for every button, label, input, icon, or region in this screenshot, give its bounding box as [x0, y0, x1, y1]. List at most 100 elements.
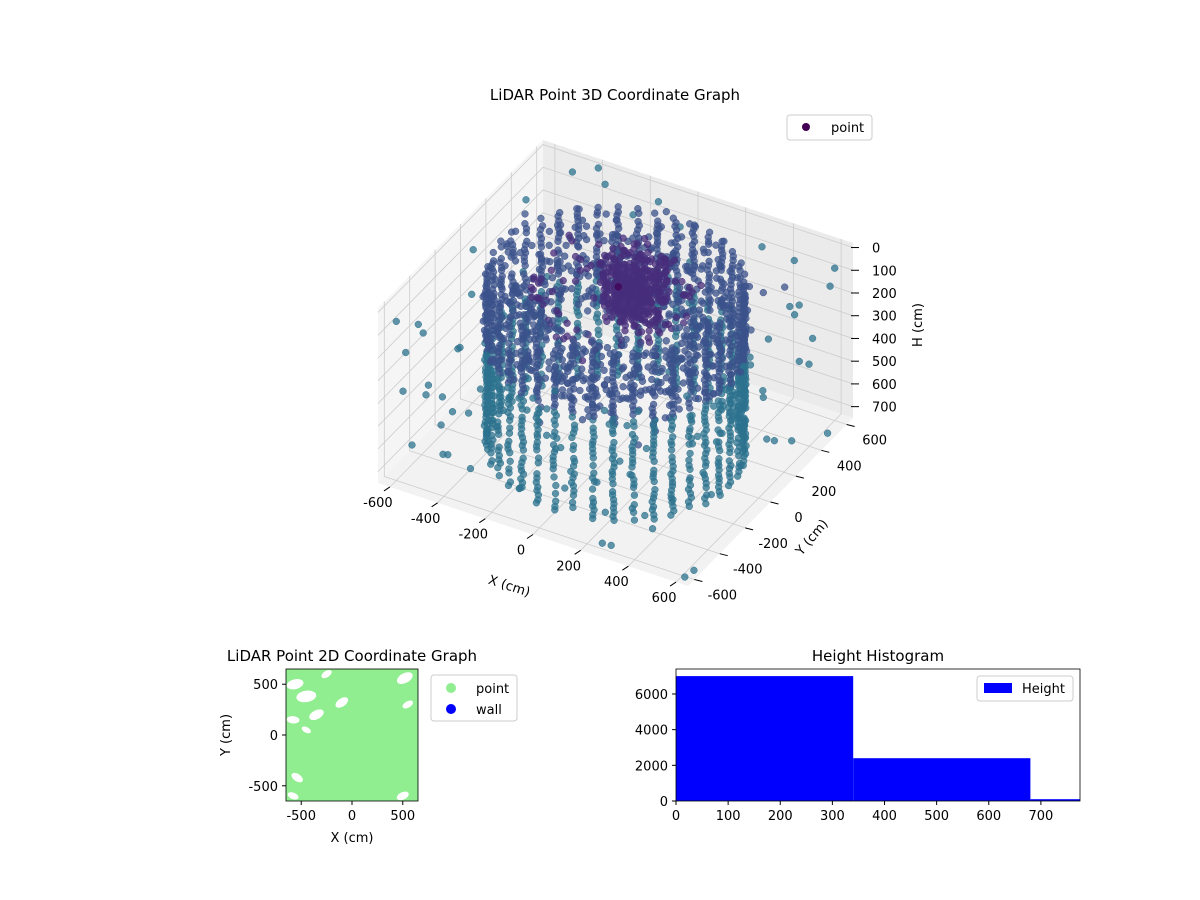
- point-3d: [557, 443, 565, 452]
- point-3d: [609, 373, 617, 382]
- point-3d: [497, 243, 505, 251]
- point-3d: [650, 466, 658, 474]
- point-3d: [686, 355, 694, 363]
- point-3d: [781, 283, 789, 291]
- point-3d: [668, 478, 677, 487]
- point-3d: [702, 500, 710, 508]
- point-3d: [734, 422, 742, 431]
- point-3d: [619, 394, 627, 402]
- scatter-2d-gap: [296, 690, 317, 703]
- point-3d: [710, 402, 718, 410]
- grid-line-y: [434, 249, 746, 529]
- point-3d: [649, 421, 658, 429]
- point-3d: [530, 273, 538, 281]
- point-3d: [609, 512, 617, 521]
- point-3d: [548, 274, 557, 282]
- point-3d: [705, 270, 714, 279]
- point-3d: [506, 314, 515, 322]
- point-3d: [609, 443, 617, 451]
- point-3d: [641, 274, 649, 283]
- point-3d: [487, 440, 495, 448]
- point-3d: [669, 368, 677, 377]
- point-3d: [588, 474, 597, 482]
- point-3d: [505, 429, 514, 437]
- point-3d: [699, 299, 707, 307]
- point-3d: [650, 490, 658, 498]
- point-3d: [706, 306, 714, 314]
- point-3d: [568, 413, 576, 421]
- point-3d: [602, 313, 610, 321]
- point-3d: [655, 225, 663, 233]
- point-3d: [536, 317, 545, 326]
- chart-2d-legend: point wall: [430, 674, 518, 722]
- point-3d: [690, 312, 698, 321]
- point-3d: [538, 222, 547, 230]
- point-3d: [649, 437, 658, 445]
- point-3d: [623, 421, 631, 430]
- histogram-legend-box: [976, 675, 1074, 702]
- point-3d: [715, 455, 723, 463]
- point-3d: [551, 400, 559, 408]
- point-3d: [494, 317, 503, 325]
- point-3d: [534, 279, 543, 287]
- scatter-2d-gap: [301, 726, 311, 734]
- point-3d: [595, 342, 603, 350]
- point-3d: [742, 282, 750, 290]
- point-3d: [573, 326, 581, 334]
- point-3d: [669, 410, 677, 418]
- point-3d: [733, 353, 742, 361]
- point-3d: [581, 393, 590, 401]
- point-3d: [589, 408, 597, 417]
- chart-2d-ticks: -500 0 500 -500 0 500: [248, 678, 415, 824]
- point-3d: [564, 363, 573, 371]
- point-3d: [399, 387, 407, 395]
- point-3d: [737, 368, 745, 376]
- point-3d: [495, 472, 503, 480]
- x-tick-label-2d: 500: [390, 809, 415, 824]
- scatter-2d-gap: [286, 716, 300, 724]
- point-3d: [498, 285, 506, 294]
- point-3d: [759, 387, 767, 395]
- histogram-x-tick-label: 400: [872, 809, 897, 824]
- point-3d: [725, 351, 733, 359]
- point-3d: [631, 276, 640, 284]
- point-3d: [643, 240, 652, 249]
- histogram-bar: [1030, 799, 1080, 801]
- point-3d: [710, 390, 718, 398]
- chart-3d-points: [392, 164, 839, 581]
- point-3d: [704, 238, 713, 246]
- point-3d: [578, 350, 586, 358]
- chart-3d-legend-label: point: [831, 121, 864, 136]
- chart-2d-legend-wall-label: wall: [476, 703, 502, 718]
- point-3d: [630, 491, 639, 499]
- point-3d: [735, 320, 743, 328]
- point-3d: [487, 346, 496, 355]
- point-3d: [686, 449, 694, 458]
- grid-line-y: [460, 224, 771, 503]
- point-3d: [722, 385, 730, 394]
- x-tick-label-2d: 0: [348, 809, 356, 824]
- histogram-x-tick-label: 500: [924, 809, 949, 824]
- point-3d: [726, 409, 734, 417]
- point-3d: [683, 325, 691, 334]
- point-3d: [668, 389, 676, 397]
- point-3d: [725, 440, 733, 448]
- point-3d: [495, 456, 503, 464]
- point-3d: [520, 253, 528, 261]
- point-3d: [669, 376, 677, 384]
- x-tick: [526, 534, 534, 539]
- point-3d: [722, 336, 730, 344]
- point-3d: [710, 374, 718, 382]
- point-3d: [515, 484, 523, 493]
- point-3d: [517, 463, 525, 471]
- point-3d: [630, 422, 638, 430]
- point-3d: [658, 364, 666, 373]
- point-3d: [716, 262, 725, 271]
- x-tick: [622, 565, 629, 571]
- point-3d: [630, 480, 638, 488]
- point-3d: [700, 388, 709, 397]
- point-3d: [574, 243, 583, 251]
- x-tick-label: 600: [652, 591, 677, 606]
- point-3d: [584, 272, 593, 280]
- point-3d: [537, 214, 545, 223]
